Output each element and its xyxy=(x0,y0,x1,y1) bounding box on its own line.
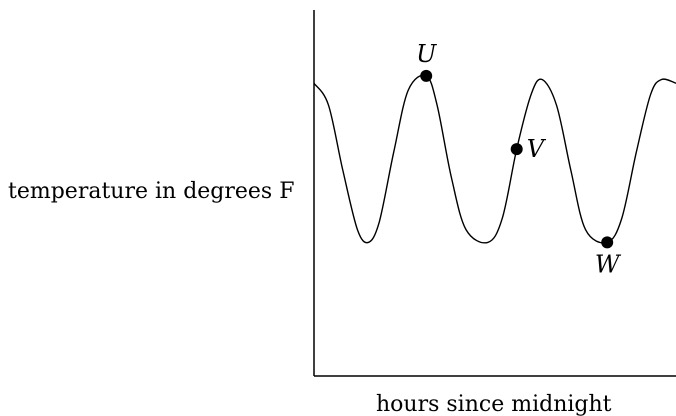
point-label-w: W xyxy=(595,250,622,278)
point-v xyxy=(510,143,523,156)
point-label-u: U xyxy=(416,40,437,68)
point-label-v: V xyxy=(527,135,547,163)
y-axis-label: temperature in degrees F xyxy=(8,179,294,204)
x-axis-label: hours since midnight xyxy=(376,392,612,416)
point-u xyxy=(420,69,433,82)
points: U V W xyxy=(416,40,622,278)
axes xyxy=(313,10,676,377)
point-w xyxy=(601,236,614,249)
temperature-curve xyxy=(313,74,676,244)
